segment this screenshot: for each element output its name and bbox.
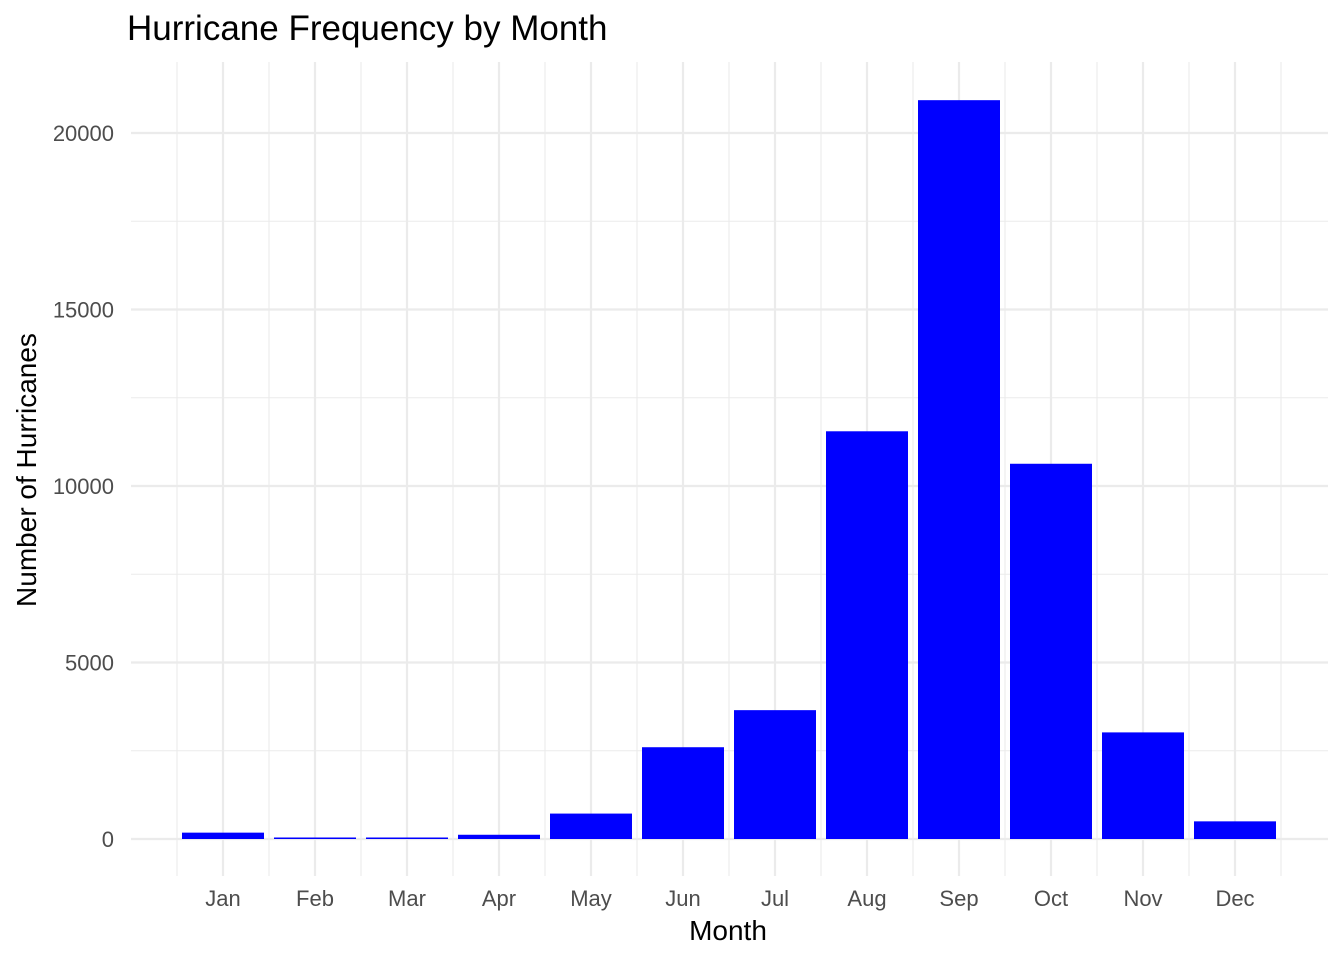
y-axis-title: Number of Hurricanes <box>11 333 42 607</box>
y-tick-label: 20000 <box>53 121 114 146</box>
bar-aug <box>826 431 908 839</box>
chart-title: Hurricane Frequency by Month <box>127 9 608 48</box>
bar-mar <box>366 837 448 839</box>
x-tick-label: Nov <box>1123 886 1162 911</box>
bar-dec <box>1194 821 1276 839</box>
bar-jun <box>642 747 724 839</box>
x-tick-label: Mar <box>388 886 426 911</box>
y-tick-label: 15000 <box>53 298 114 323</box>
y-tick-label: 0 <box>102 827 114 852</box>
x-tick-label: Dec <box>1215 886 1254 911</box>
x-tick-label: Jan <box>205 886 240 911</box>
x-tick-label: Sep <box>939 886 978 911</box>
x-tick-label: Jul <box>761 886 789 911</box>
x-axis-tick-labels: Jan Feb Mar Apr May Jun Jul Aug Sep Oct Nov Dec <box>205 886 1254 911</box>
x-tick-label: Oct <box>1034 886 1068 911</box>
bar-jul <box>734 710 816 839</box>
bar-may <box>550 813 632 839</box>
bar-nov <box>1102 732 1184 839</box>
gridlines <box>131 62 1328 876</box>
x-tick-label: Feb <box>296 886 334 911</box>
bars <box>182 100 1276 839</box>
bar-oct <box>1010 463 1092 839</box>
x-tick-label: May <box>570 886 612 911</box>
bar-jan <box>182 832 264 839</box>
bar-apr <box>458 834 540 839</box>
bar-feb <box>274 837 356 839</box>
y-axis-tick-labels: 0 5000 10000 15000 20000 <box>53 121 114 852</box>
y-tick-label: 10000 <box>53 474 114 499</box>
bar-sep <box>918 100 1000 839</box>
x-axis-title: Month <box>689 915 767 946</box>
y-tick-label: 5000 <box>65 651 114 676</box>
x-tick-label: Jun <box>665 886 700 911</box>
x-tick-label: Apr <box>482 886 516 911</box>
x-tick-label: Aug <box>847 886 886 911</box>
